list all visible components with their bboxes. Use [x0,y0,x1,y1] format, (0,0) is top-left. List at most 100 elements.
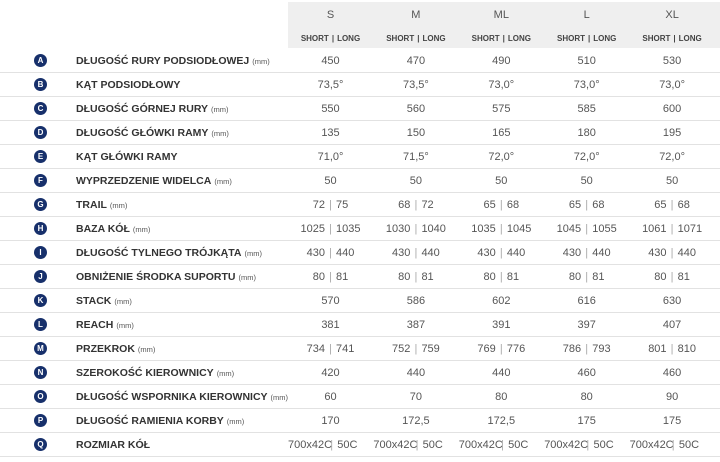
row-label: BAZA KÓŁ (mm) [76,223,150,235]
value: 585 [577,102,596,115]
value-left: 1035 [471,222,496,235]
value-cell: 80 [544,391,629,403]
value: 570 [321,294,340,307]
value-right: 440 [677,246,696,259]
separator: | [329,270,332,283]
data-row: E KĄT GŁÓWKI RAMY 71,0° 71,5° 72,0° 72,0° 72,0… [0,145,720,169]
value-right: 81 [677,270,690,283]
row-badge: B [34,78,47,91]
long-label: LONG [678,33,702,43]
row-label: OBNIŻENIE ŚRODKA SUPORTU (mm) [76,271,256,283]
value-left: 80 [654,270,667,283]
value-left: 1045 [556,222,582,235]
row-label-text: REACH [76,318,114,331]
value-cell: 700x42C | 50C [630,439,715,451]
value-cell: 80 | 81 [630,271,715,283]
value-right: 68 [677,198,690,211]
row-unit: (mm) [211,128,229,138]
value: 420 [321,366,340,379]
value-cell: 73,5° [373,79,458,91]
data-row: B KĄT PODSIODŁOWY 73,5° 73,5° 73,0° 73,0° 73,0… [0,73,720,97]
row-label: DŁUGOŚĆ GŁÓWKI RAMY (mm) [76,127,229,139]
value: 381 [321,318,340,331]
short-label: SHORT [642,33,671,43]
value-right: 50C [422,438,443,451]
row-unit: (mm) [252,56,270,66]
value: 180 [577,126,596,139]
value-cell: 460 [630,367,715,379]
value: 195 [662,126,682,139]
separator: | [673,33,676,43]
value: 630 [662,294,682,307]
row-badge: G [34,198,47,211]
row-unit: (mm) [216,368,235,378]
separator: | [499,246,503,259]
value: 73,0° [488,78,515,91]
size-label: ML [493,9,509,21]
value-cell: 175 [630,415,715,427]
value-left: 65 [483,198,496,211]
value: 72,0° [573,150,600,163]
value: 73,0° [573,78,600,91]
value-right: 75 [336,198,349,211]
data-row: A DŁUGOŚĆ RURY PODSIODŁOWEJ (mm) 450 470 490 5… [0,49,720,73]
row-unit: (mm) [244,248,262,258]
separator: | [670,342,674,355]
header-background [288,2,720,48]
value-cell: 700x42C | 50C [288,439,373,451]
data-row: L REACH (mm) 381 387 391 397 407 [0,313,720,337]
separator: | [414,246,418,259]
value-left: 430 [391,246,411,259]
row-badge: I [34,246,47,259]
data-row: K STACK (mm) 570 586 602 616 630 [0,289,720,313]
value-left: 80 [312,270,325,283]
row-label: ROZMIAR KÓŁ [76,439,150,451]
separator: | [499,342,503,355]
value-left: 1061 [642,222,667,235]
value: 387 [406,318,426,331]
value-cell: 72,0° [459,151,544,163]
value-cell: 560 [373,103,458,115]
separator: | [329,222,332,235]
value: 80 [580,390,593,403]
short-label: SHORT [386,33,415,43]
value: 71,0° [317,150,344,163]
row-badge: H [34,222,47,235]
value-cell: 170 [288,415,373,427]
size-label: S [326,9,335,21]
separator: | [671,438,675,451]
row-label-text: BAZA KÓŁ [76,222,130,235]
row-label: SZEROKOŚĆ KIEROWNICY (mm) [76,367,234,379]
value-cell: 470 [373,55,458,67]
value-left: 65 [654,198,667,211]
value: 172,5 [402,414,430,427]
value-right: 810 [677,342,696,355]
row-label-text: PRZEKROK [76,342,135,355]
value-left: 700x42C [629,438,674,451]
separator: | [414,198,418,211]
value-cell: 700x42C | 50C [459,439,544,451]
separator: | [499,270,503,283]
value-right: 1040 [421,222,446,235]
value-cell: 90 [630,391,715,403]
value-cell: 50 [373,175,458,187]
value: 460 [577,366,596,379]
value: 50 [580,174,593,187]
value-cell: 80 | 81 [373,271,458,283]
value-cell: 73,0° [459,79,544,91]
row-badge: C [34,102,47,115]
data-row: N SZEROKOŚĆ KIEROWNICY (mm) 420 440 440 460 460 [0,361,720,385]
value-cell: 602 [459,295,544,307]
row-label-text: DŁUGOŚĆ RURY PODSIODŁOWEJ [76,54,250,67]
value: 470 [406,54,426,67]
value-cell: 586 [373,295,458,307]
value-left: 700x42C [544,438,589,451]
value: 510 [577,54,596,67]
value-cell: 1025 | 1035 [288,223,373,235]
value-cell: 1035 | 1045 [459,223,544,235]
separator: | [501,438,504,451]
separator: | [670,246,674,259]
value-cell: 1045 | 1055 [544,223,629,235]
separator: | [585,342,589,355]
